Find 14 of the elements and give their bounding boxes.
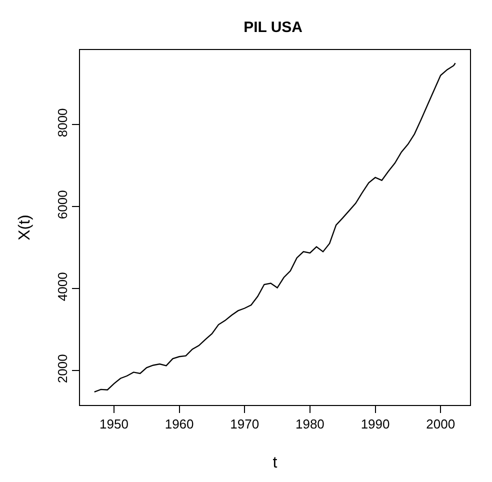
x-tick-label: 1990 [360,416,390,432]
x-tick-label: 2000 [426,416,456,432]
y-tick-label: 4000 [54,272,70,302]
y-tick-label: 2000 [54,354,70,384]
x-tick-label: 1980 [295,416,324,432]
y-tick-label: 8000 [54,108,70,138]
y-axis-title: X(t) [16,214,34,240]
x-tick-label: 1970 [230,416,260,432]
chart-title: PIL USA [244,19,303,36]
x-tick-label: 1960 [164,416,194,432]
line-series [94,62,456,392]
x-tick-label: 1950 [100,416,128,432]
y-tick-label: 6000 [54,190,70,220]
x-axis-title: t [272,454,278,472]
